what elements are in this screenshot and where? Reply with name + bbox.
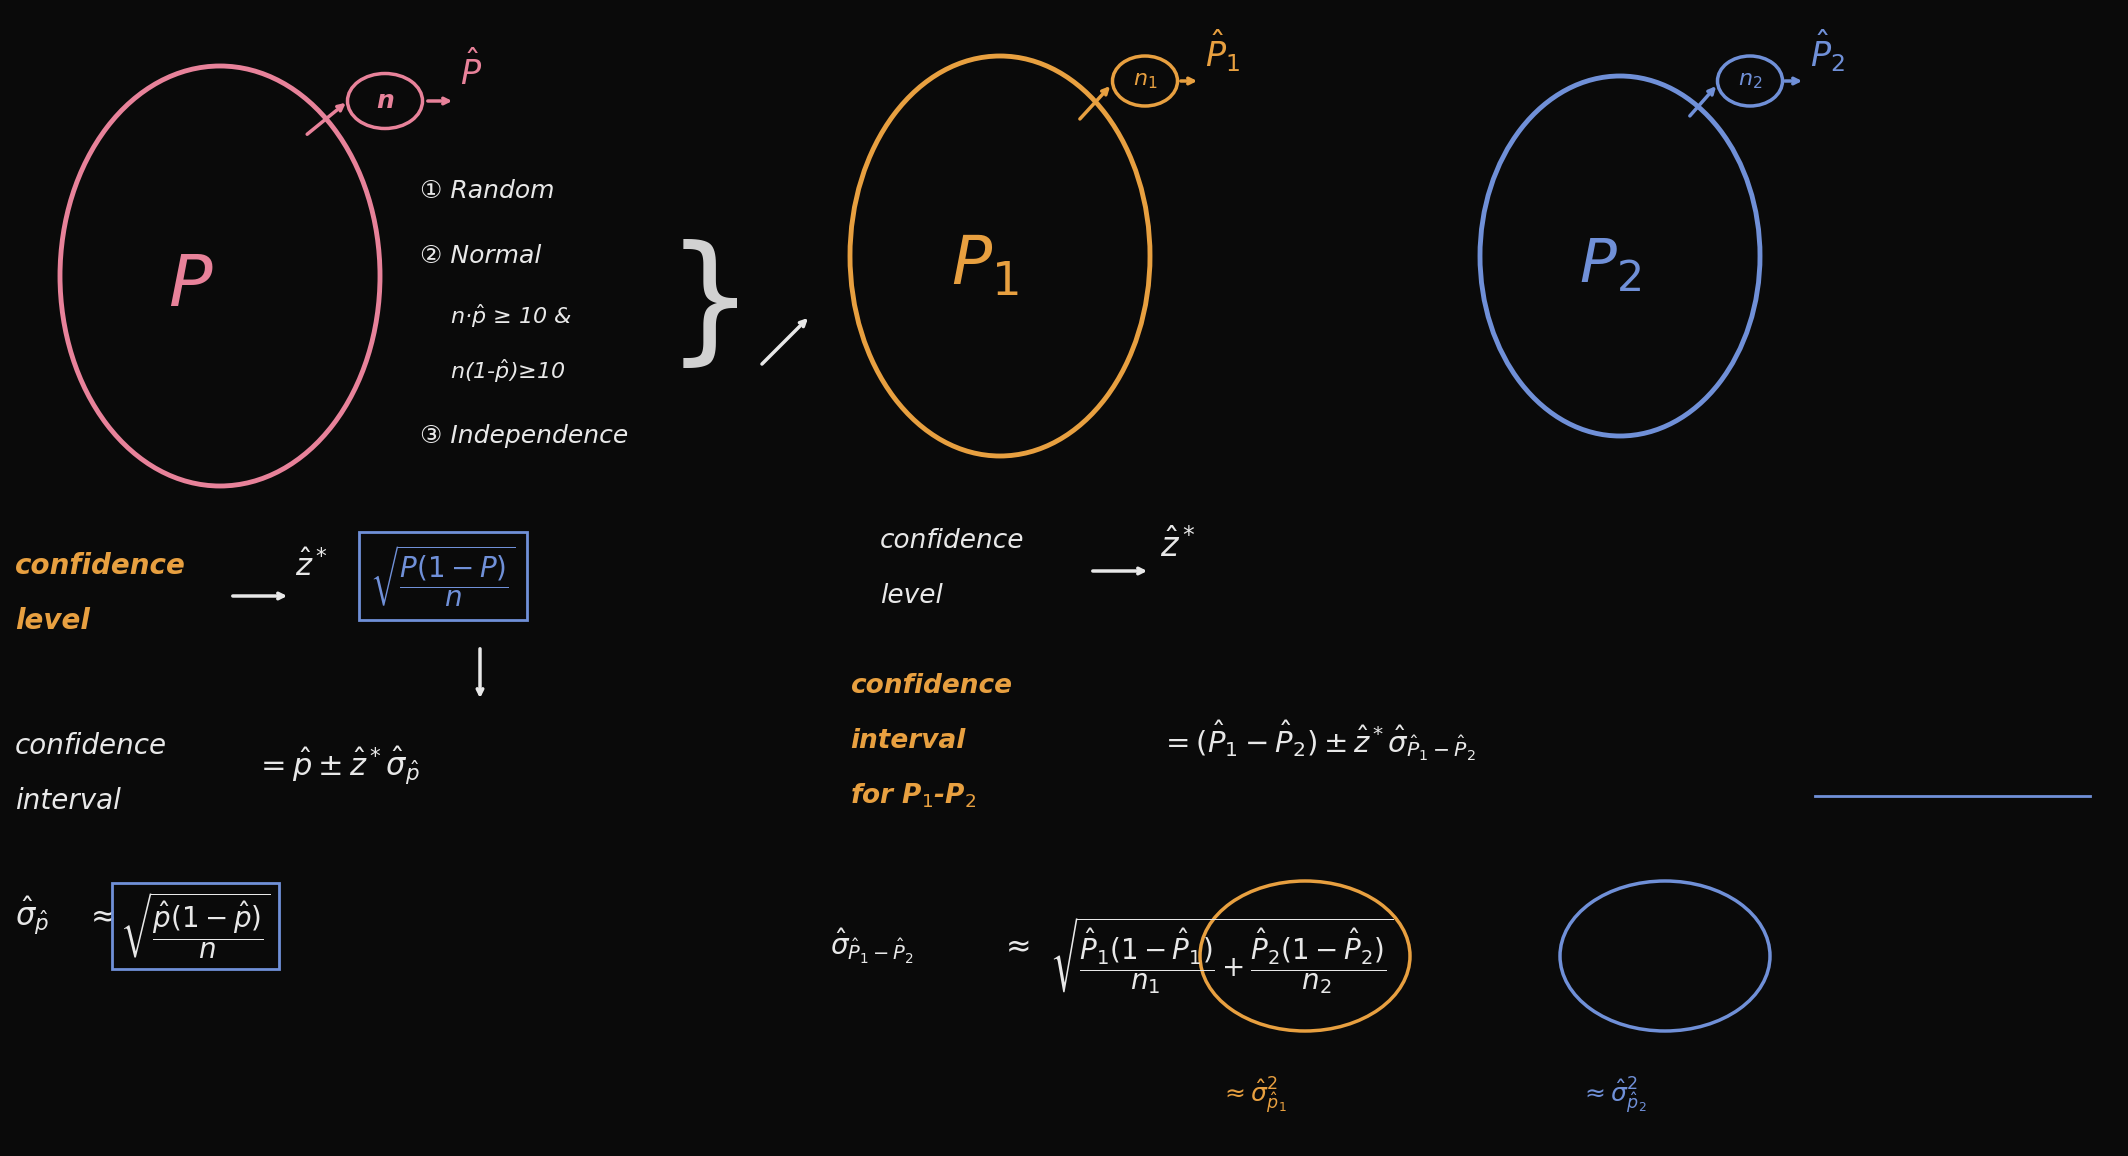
Text: $\sqrt{\dfrac{P(1-P)}{n}}$: $\sqrt{\dfrac{P(1-P)}{n}}$ <box>370 543 515 608</box>
Text: $\approx \hat{\sigma}^2_{\hat{p}_2}$: $\approx \hat{\sigma}^2_{\hat{p}_2}$ <box>1579 1075 1647 1117</box>
Text: n·$\hat{p}$ ≥ 10 &: n·$\hat{p}$ ≥ 10 & <box>449 302 572 329</box>
Text: P$_1$: P$_1$ <box>951 234 1019 299</box>
Text: $= \hat{p} \pm \hat{z}^* \hat{\sigma}_{\hat{p}}$: $= \hat{p} \pm \hat{z}^* \hat{\sigma}_{\… <box>255 744 419 787</box>
Text: ① Random: ① Random <box>419 179 555 203</box>
Text: confidence: confidence <box>15 732 168 759</box>
Text: $\hat{\sigma}_{\hat{P}_1 - \hat{P}_2}$: $\hat{\sigma}_{\hat{P}_1 - \hat{P}_2}$ <box>830 926 915 965</box>
Text: ② Normal: ② Normal <box>419 244 541 268</box>
Text: interval: interval <box>849 728 966 754</box>
Text: $\hat{z}^*$: $\hat{z}^*$ <box>1160 528 1196 564</box>
Text: confidence: confidence <box>15 553 185 580</box>
Text: n(1-$\hat{p}$)≥10: n(1-$\hat{p}$)≥10 <box>449 357 566 385</box>
Text: $\sqrt{\dfrac{\hat{P}_1(1-\hat{P}_1)}{n_1} + \dfrac{\hat{P}_2(1-\hat{P}_2)}{n_2}: $\sqrt{\dfrac{\hat{P}_1(1-\hat{P}_1)}{n_… <box>1049 916 1394 996</box>
Text: ③ Independence: ③ Independence <box>419 424 628 449</box>
Text: n: n <box>377 89 394 113</box>
Text: }: } <box>666 238 753 373</box>
Text: $\approx$: $\approx$ <box>1000 932 1030 961</box>
Text: $\hat{z}^*$: $\hat{z}^*$ <box>296 550 328 583</box>
Text: $\hat{P}_1$: $\hat{P}_1$ <box>1204 28 1241 74</box>
Text: $\sqrt{\dfrac{\hat{p}(1-\hat{p})}{n}}$: $\sqrt{\dfrac{\hat{p}(1-\hat{p})}{n}}$ <box>119 891 270 961</box>
Text: confidence: confidence <box>849 673 1013 699</box>
Text: n$_2$: n$_2$ <box>1739 71 1762 91</box>
Text: P$_2$: P$_2$ <box>1579 237 1641 296</box>
Text: $\approx$: $\approx$ <box>85 902 115 931</box>
Text: $= (\hat{P}_1 - \hat{P}_2) \pm \hat{z}^* \hat{\sigma}_{\hat{P}_1 - \hat{P}_2}$: $= (\hat{P}_1 - \hat{P}_2) \pm \hat{z}^*… <box>1160 719 1475 763</box>
Text: level: level <box>881 583 943 609</box>
Text: $\hat{\sigma}_{\hat{p}}$: $\hat{\sigma}_{\hat{p}}$ <box>15 895 49 938</box>
Text: $\hat{P}$: $\hat{P}$ <box>460 51 483 91</box>
Text: n$_1$: n$_1$ <box>1132 71 1158 91</box>
Text: for P$_1$-P$_2$: for P$_1$-P$_2$ <box>849 781 977 810</box>
Text: $\approx \hat{\sigma}^2_{\hat{p}_1}$: $\approx \hat{\sigma}^2_{\hat{p}_1}$ <box>1219 1075 1287 1117</box>
Text: level: level <box>15 607 89 635</box>
Text: interval: interval <box>15 787 121 815</box>
Text: $\hat{P}_2$: $\hat{P}_2$ <box>1811 28 1845 74</box>
Text: confidence: confidence <box>881 528 1024 554</box>
Text: P: P <box>168 252 213 320</box>
